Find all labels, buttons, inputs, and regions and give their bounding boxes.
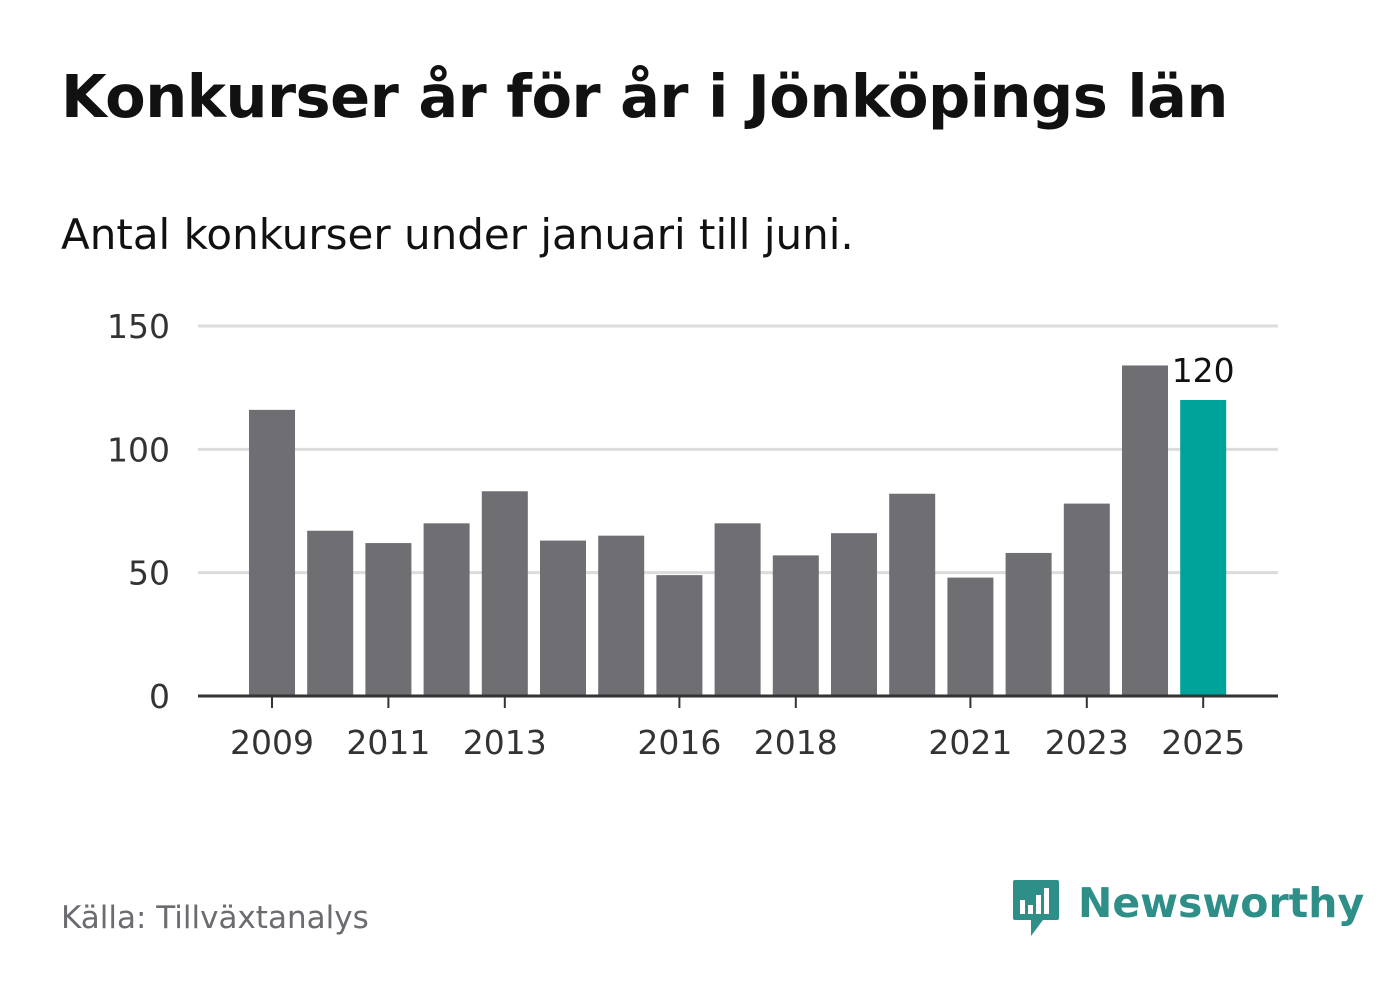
x-tick-label: 2009: [230, 723, 314, 762]
data-label-2025: 120: [1172, 351, 1235, 390]
bar-2017: [714, 523, 761, 696]
bar-2021: [947, 577, 994, 696]
chart-title: Konkurser år för år i Jönköpings län: [61, 62, 1228, 131]
bar-2020: [889, 493, 936, 696]
bar-2025: [1180, 400, 1227, 696]
bar-2015: [598, 535, 645, 696]
x-tick-label: 2016: [637, 723, 721, 762]
y-tick-label: 0: [149, 677, 170, 716]
bar-2019: [831, 533, 877, 696]
newsworthy-logo-icon: [1013, 880, 1059, 936]
bar-2009: [249, 409, 295, 696]
bar-2011: [365, 543, 412, 696]
bar-2022: [1005, 552, 1052, 696]
bar-2016: [656, 575, 703, 696]
bar-2010: [307, 530, 354, 696]
y-tick-label: 150: [107, 307, 170, 346]
bar-2024: [1122, 365, 1168, 696]
x-tick-label: 2018: [754, 723, 838, 762]
bar-2023: [1063, 503, 1110, 696]
x-tick-label: 2023: [1045, 723, 1129, 762]
x-tick-label: 2021: [928, 723, 1012, 762]
chart-subtitle: Antal konkurser under januari till juni.: [61, 210, 854, 259]
y-tick-label: 100: [107, 430, 170, 469]
x-tick-label: 2013: [463, 723, 547, 762]
bar-2018: [772, 555, 819, 696]
bar-chart: 0 50 100 150 120 2009 2011 2013 2016 2018 2021 2023…: [107, 307, 1278, 762]
x-tick-label: 2011: [346, 723, 430, 762]
x-tick-label: 2025: [1161, 723, 1245, 762]
source-note: Källa: Tillväxtanalys: [61, 900, 369, 936]
bar-2013: [481, 491, 528, 696]
brand: Newsworthy: [1011, 878, 1364, 940]
bar-2012: [423, 523, 470, 696]
y-tick-label: 50: [128, 554, 170, 593]
bar-2014: [540, 540, 586, 696]
brand-name: Newsworthy: [1078, 879, 1365, 927]
